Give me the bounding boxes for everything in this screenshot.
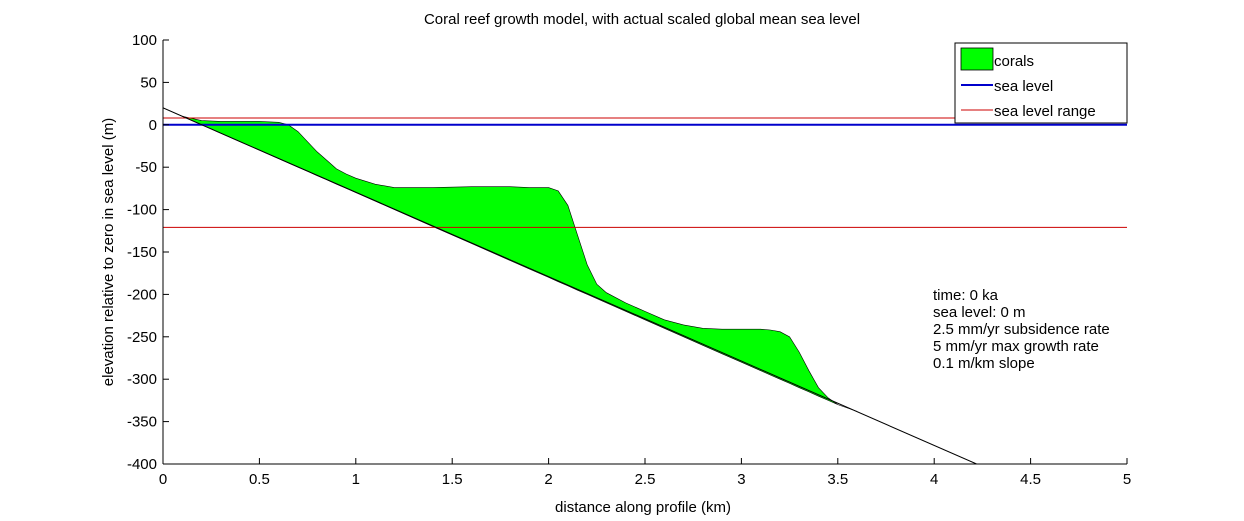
x-tick-label: 0 [159,471,167,488]
x-tick-label: 2 [544,471,552,488]
axes: 0 0.5 1 1.5 2 2.5 3 3.5 4 4.5 5 100 50 0 -50 -100 -150 -2… [127,32,1131,488]
plot-series [163,107,1127,464]
annotation-line: time: 0 ka [933,287,999,304]
legend-corals-swatch [960,47,994,71]
x-tick-label: 3.5 [827,471,848,488]
legend-label: sea level range [994,103,1096,120]
y-tick-label: -150 [127,244,157,261]
x-tick-label: 1.5 [442,471,463,488]
y-tick-label: 0 [149,117,157,134]
y-tick-label: -50 [135,159,157,176]
chart-title: Coral reef growth model, with actual sca… [424,11,860,28]
annotation-line: 5 mm/yr max growth rate [933,338,1099,355]
annotation-line: 0.1 m/km slope [933,355,1035,372]
x-tick-label: 5 [1123,471,1131,488]
x-tick-label: 0.5 [249,471,270,488]
x-tick-label: 1 [352,471,360,488]
x-tick-label: 4 [930,471,938,488]
annotation-line: 2.5 mm/yr subsidence rate [933,321,1110,338]
legend-label: corals [994,53,1034,70]
y-tick-label: -400 [127,456,157,473]
y-axis-label: elevation relative to zero in sea level … [100,118,117,386]
x-tick-label: 4.5 [1020,471,1041,488]
y-tick-label: -100 [127,202,157,219]
x-tick-label: 3 [737,471,745,488]
y-tick-label: 100 [132,32,157,49]
y-tick-label: -350 [127,414,157,431]
y-tick-label: -200 [127,286,157,303]
y-tick-label: 50 [140,74,157,91]
legend-label: sea level [994,78,1053,95]
x-axis-label: distance along profile (km) [555,499,731,516]
legend: corals sea level sea level range [954,42,1128,124]
y-tick-label: -300 [127,371,157,388]
x-tick-label: 2.5 [635,471,656,488]
y-tick-label: -250 [127,329,157,346]
basement-slope-line [163,107,977,464]
annotation-line: sea level: 0 m [933,304,1026,321]
